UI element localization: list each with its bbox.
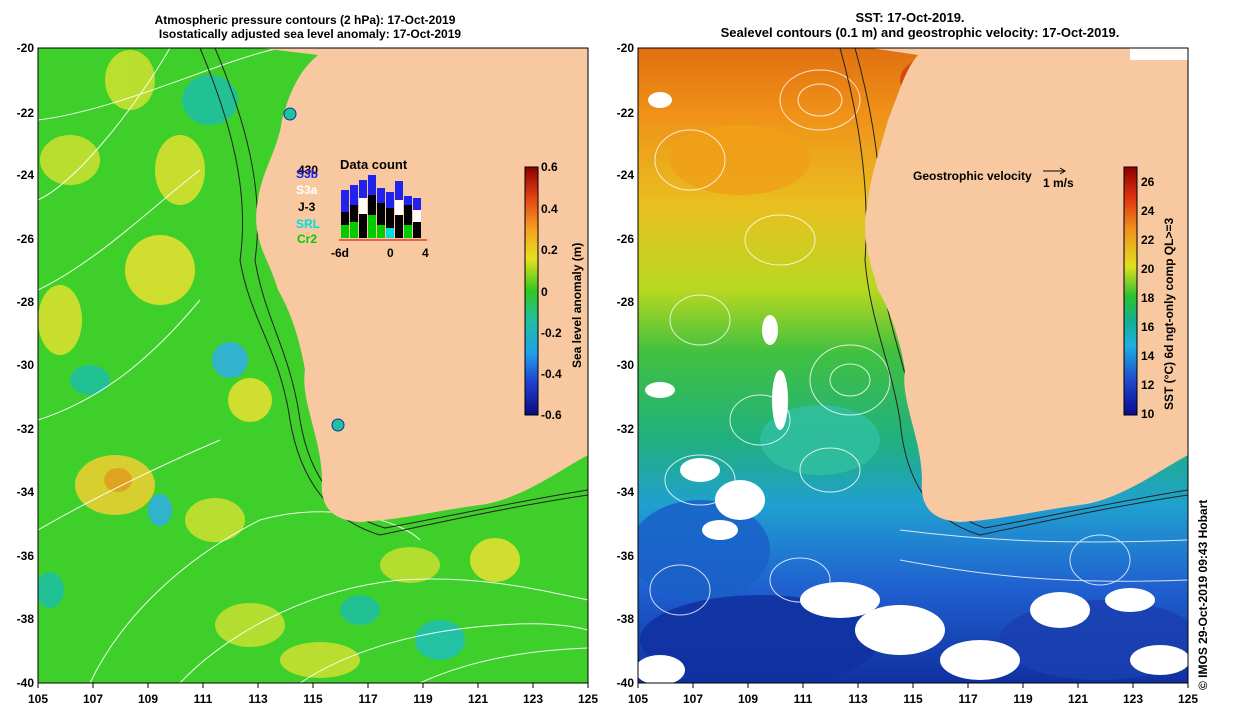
imos-credit: © IMOS 29-Oct-2019 09:43 Hobart [1196, 499, 1210, 690]
data-count-x-tick: 0 [387, 246, 394, 260]
lat-tick-label: -20 [16, 41, 34, 55]
sst-colorbar-tick: 10 [1141, 407, 1155, 421]
lat-tick-label: -22 [616, 106, 634, 120]
sla-colorbar-tick: 0.4 [541, 202, 558, 216]
lon-tick-label: 117 [358, 692, 378, 706]
data-source-cr2: Cr2 [297, 232, 318, 246]
lon-tick-label: 111 [193, 692, 213, 706]
lat-tick-label: -26 [16, 232, 34, 246]
data-count-max: 430 [298, 163, 319, 177]
velocity-legend-label: Geostrophic velocity [913, 169, 1032, 183]
sst-map [638, 48, 1188, 683]
lat-tick-label: -22 [16, 106, 34, 120]
lon-tick-label: 105 [27, 692, 49, 706]
sla-colorbar-tick: 0.2 [541, 243, 558, 257]
lon-tick-label: 121 [1067, 692, 1089, 706]
velocity-scale-arrow [1043, 167, 1066, 175]
lat-tick-label: -28 [16, 295, 34, 309]
lat-tick-label: -34 [616, 485, 634, 499]
lon-tick-label: 111 [793, 692, 813, 706]
lon-tick-label: 117 [958, 692, 978, 706]
data-source-s3b: S3b [296, 167, 319, 181]
land-mass-right [865, 48, 1188, 522]
sla-colorbar-label: Sea level anomaly (m) [570, 242, 584, 368]
lat-tick-label: -40 [616, 676, 634, 690]
sst-colorbar-tick: 18 [1141, 291, 1155, 305]
data-count-x-tick: 4 [422, 246, 429, 260]
lon-tick-label: 105 [627, 692, 649, 706]
velocity-scale-label: 1 m/s [1043, 176, 1074, 190]
data-source-s3a: S3a [296, 183, 318, 197]
lon-tick-label: 121 [467, 692, 489, 706]
lon-tick-label: 113 [848, 692, 868, 706]
lat-tick-label: -28 [616, 295, 634, 309]
lon-tick-label: 119 [1013, 692, 1033, 706]
lon-tick-label: 125 [577, 692, 599, 706]
lat-tick-label: -32 [16, 422, 34, 436]
lat-tick-label: -24 [616, 168, 634, 182]
left-map-title-line2: Isostatically adjusted sea level anomaly… [158, 27, 462, 41]
land-mass-left [256, 48, 588, 522]
lat-tick-label: -30 [16, 358, 34, 372]
tide-gauge-marker[interactable] [283, 107, 297, 121]
sst-colorbar-tick: 22 [1141, 233, 1155, 247]
sst-colorbar-label: SST (°C) 6d ngt-only comp QL>=3 [1162, 217, 1176, 410]
sst-colorbar [1123, 166, 1138, 416]
lat-tick-label: -36 [616, 549, 634, 563]
tide-gauge-marker[interactable] [331, 418, 345, 432]
sst-colorbar-tick: 14 [1141, 349, 1155, 363]
lat-tick-label: -40 [16, 676, 34, 690]
left-map-title-line1: Atmospheric pressure contours (2 hPa): 1… [154, 13, 456, 27]
sst-colorbar-tick: 12 [1141, 378, 1155, 392]
lat-tick-label: -26 [616, 232, 634, 246]
lon-tick-label: 119 [413, 692, 433, 706]
sla-colorbar [524, 166, 539, 416]
lon-tick-label: 123 [1122, 692, 1144, 706]
sst-colorbar-tick: 20 [1141, 262, 1155, 276]
right-map-title-line2: Sealevel contours (0.1 m) and geostrophi… [720, 25, 1120, 40]
lon-tick-label: 109 [137, 692, 159, 706]
data-count-x-tick: -6d [331, 246, 349, 260]
lat-tick-label: -34 [16, 485, 34, 499]
sla-map [38, 48, 588, 683]
lon-tick-label: 123 [522, 692, 544, 706]
lon-tick-label: 125 [1177, 692, 1199, 706]
sla-colorbar-tick: 0 [541, 285, 548, 299]
data-count-histogram [339, 173, 427, 241]
sla-colorbar-tick: 0.6 [541, 160, 558, 174]
lon-tick-label: 107 [82, 692, 104, 706]
sst-colorbar-tick: 26 [1141, 175, 1155, 189]
lon-tick-label: 113 [248, 692, 268, 706]
lon-tick-label: 109 [737, 692, 759, 706]
sst-colorbar-tick: 24 [1141, 204, 1155, 218]
lat-tick-label: -20 [616, 41, 634, 55]
data-count-title: Data count [340, 157, 408, 172]
sla-colorbar-tick: -0.4 [541, 367, 562, 381]
data-source-srl: SRL [296, 217, 320, 231]
sla-colorbar-tick: -0.6 [541, 408, 562, 422]
right-map-title-line1: SST: 17-Oct-2019. [855, 10, 965, 25]
lon-tick-label: 107 [682, 692, 704, 706]
lat-tick-label: -30 [616, 358, 634, 372]
sla-colorbar-tick: -0.2 [541, 326, 562, 340]
lat-tick-label: -24 [16, 168, 34, 182]
lat-tick-label: -38 [616, 612, 634, 626]
lat-tick-label: -36 [16, 549, 34, 563]
lon-tick-label: 115 [303, 692, 323, 706]
data-source-j3: J-3 [298, 200, 316, 214]
lat-tick-label: -38 [16, 612, 34, 626]
sst-colorbar-tick: 16 [1141, 320, 1155, 334]
lat-tick-label: -32 [616, 422, 634, 436]
lon-tick-label: 115 [903, 692, 923, 706]
